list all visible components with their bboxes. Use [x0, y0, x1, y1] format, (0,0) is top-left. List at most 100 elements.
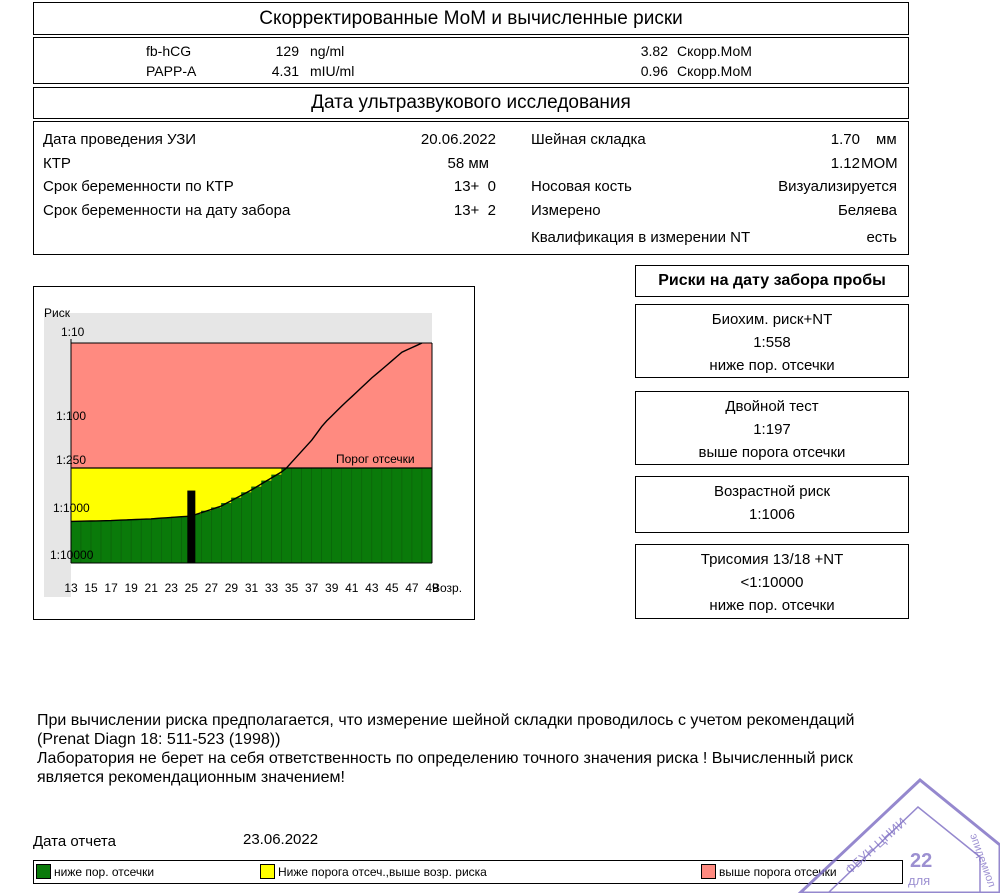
risks-title-text: Риски на дату забора пробы [658, 272, 886, 289]
below-threshold-column [130, 519, 142, 564]
x-tick-label: 45 [385, 581, 399, 595]
below-threshold-column [241, 492, 252, 564]
below-threshold-column [371, 467, 383, 564]
risk-note: выше порога отсечки [698, 444, 846, 461]
us-value: Визуализируется [778, 178, 897, 195]
below-threshold-column [361, 467, 373, 564]
x-tick-label: 39 [325, 581, 339, 595]
marker-mom: 3.82 [640, 43, 668, 59]
risk-box-age: Возрастной риск 1:1006 [635, 476, 909, 533]
below-threshold-column [231, 497, 242, 564]
report-date: 23.06.2022 [243, 831, 319, 848]
risks-title: Риски на дату забора пробы [635, 265, 909, 297]
stamp: ФБУН ЦНИИ 22 для эпидемиол [797, 778, 1000, 893]
x-tick-label: 25 [185, 581, 199, 595]
disclaimer-line: является рекомендационным значением! [37, 769, 345, 786]
x-tick-label: 31 [245, 581, 259, 595]
risk-name: Трисомия 13/18 +NT [700, 551, 844, 568]
page-title-text: Скорректированные МоМ и вычисленные риск… [259, 7, 683, 29]
patient-marker [187, 490, 196, 563]
marker-unit: ng/ml [310, 43, 345, 59]
marker-name: fb-hCG [146, 43, 192, 59]
disclaimer: При вычислении риска предполагается, что… [37, 711, 854, 787]
zone-above-threshold [71, 343, 432, 468]
below-threshold-column [110, 520, 122, 564]
chart-ylabel: Риск [44, 306, 71, 320]
below-threshold-column [171, 516, 182, 564]
us-value: 1.12 [830, 155, 860, 172]
us-label: Квалификация в измерении NT [531, 229, 751, 246]
x-tick-label: 15 [84, 581, 98, 595]
marker-name: PAPP-A [146, 63, 197, 79]
us-label: Срок беременности по КТР [43, 178, 234, 195]
disclaimer-line: (Prenat Diagn 18: 511-523 (1998)) [37, 731, 281, 748]
y-tick-label: 1:250 [56, 453, 86, 467]
x-tick-label: 13 [64, 581, 78, 595]
below-threshold-column [311, 467, 322, 564]
risk-value: 1:197 [753, 421, 791, 438]
legend-swatch [701, 864, 716, 879]
risk-value: <1:10000 [740, 574, 804, 591]
below-threshold-column [251, 486, 262, 564]
us-value: 20.06.2022 [420, 131, 496, 148]
marker-unit: mIU/ml [310, 63, 355, 79]
x-tick-label: 33 [265, 581, 279, 595]
below-threshold-column [381, 467, 393, 564]
age-risk-curve [70, 342, 423, 523]
marker-mom-label: Скорр.МоМ [677, 63, 752, 79]
us-value: Беляева [837, 202, 897, 219]
legend-swatch [36, 864, 51, 879]
disclaimer-line: Лаборатория не берет на себя ответственн… [37, 750, 853, 767]
legend-swatch [260, 864, 275, 879]
us-label: Носовая кость [531, 178, 632, 195]
legend-label: выше порога отсечки [719, 865, 837, 879]
x-tick-label: 29 [225, 581, 239, 595]
below-threshold-column [221, 503, 232, 564]
x-tick-label: 19 [124, 581, 138, 595]
below-threshold-column [331, 467, 343, 564]
risk-name: Биохим. риск+NT [711, 311, 833, 328]
marker-mom: 0.96 [640, 63, 668, 79]
below-threshold-column [120, 519, 132, 564]
below-threshold-column [321, 467, 332, 564]
below-threshold-column [161, 517, 172, 564]
below-threshold-column [291, 467, 302, 564]
x-tick-label: 47 [405, 581, 419, 595]
us-label: Шейная складка [531, 131, 646, 148]
below-threshold-column [281, 467, 292, 564]
below-threshold-column [301, 467, 312, 564]
legend-label: ниже пор. отсечки [54, 865, 155, 879]
us-unit: мм [876, 131, 897, 148]
us-label: Дата проведения УЗИ [43, 131, 197, 148]
risk-name: Двойной тест [725, 398, 819, 415]
below-threshold-column [411, 467, 423, 564]
chart-xlabel: Возр. [432, 581, 462, 595]
below-threshold-column [201, 510, 212, 564]
below-threshold-column [100, 520, 112, 564]
us-value: 58 мм [447, 155, 489, 172]
x-tick-label: 49 [425, 581, 439, 595]
risk-name: Возрастной риск [713, 483, 831, 500]
y-tick-label: 1:1000 [53, 501, 90, 515]
us-value: 13+ 2 [453, 202, 496, 219]
marker-mom-label: Скорр.МоМ [677, 43, 752, 59]
risk-box-double-test: Двойной тест 1:197 выше порога отсечки [635, 391, 909, 465]
y-tick-label: 1:100 [56, 409, 86, 423]
legend-label: Ниже порога отсеч.,выше возр. риска [278, 865, 487, 879]
threshold-label: Порог отсечки [336, 452, 415, 466]
risk-box-biochem: Биохим. риск+NT 1:558 ниже пор. отсечки [635, 304, 909, 378]
below-threshold-column [211, 507, 222, 564]
y-tick-label: 1:10 [61, 325, 85, 339]
stamp-number: 22 [910, 850, 932, 872]
x-tick-label: 35 [285, 581, 299, 595]
risk-box-trisomy: Трисомия 13/18 +NT <1:10000 ниже пор. от… [635, 544, 909, 619]
x-tick-label: 21 [145, 581, 159, 595]
us-label: КТР [43, 155, 71, 172]
below-threshold-column [261, 480, 272, 564]
disclaimer-line: При вычислении риска предполагается, что… [37, 712, 855, 729]
below-threshold-column [421, 467, 433, 564]
us-value: 13+ 0 [453, 178, 496, 195]
risk-note: ниже пор. отсечки [709, 597, 835, 614]
below-threshold-column [341, 467, 353, 564]
x-tick-label: 43 [365, 581, 379, 595]
